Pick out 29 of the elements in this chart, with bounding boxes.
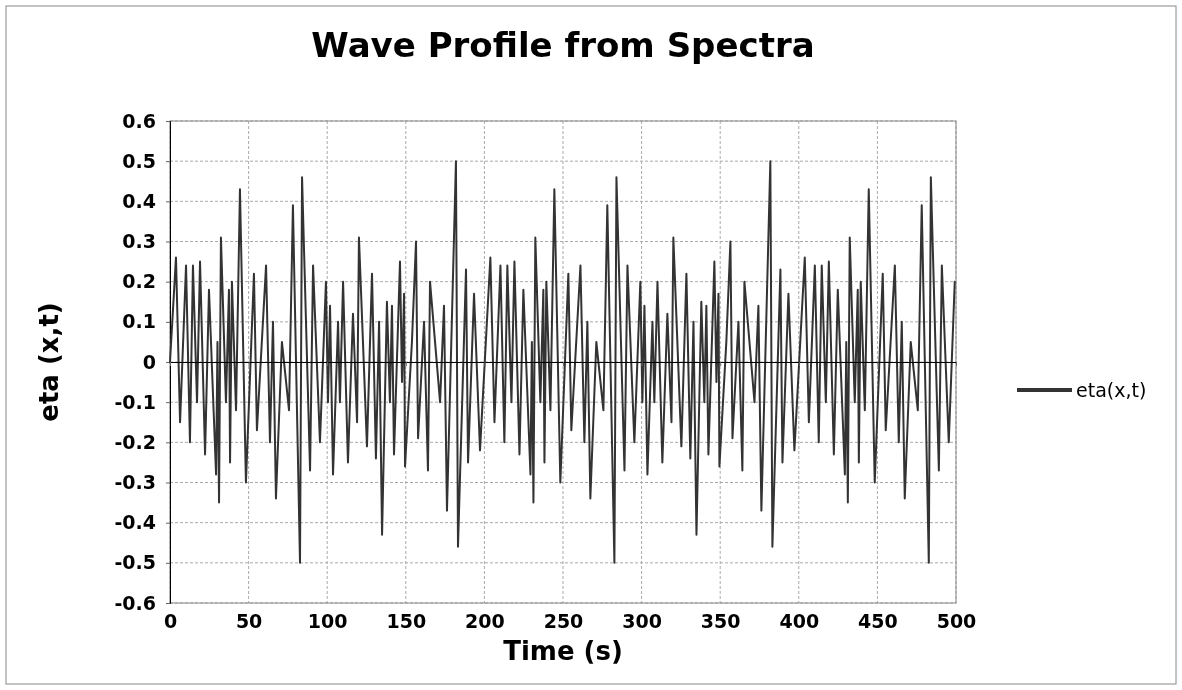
x-tick-label: 200 <box>465 610 505 633</box>
y-tick-label: -0.5 <box>114 551 156 574</box>
y-tick-label: -0.2 <box>114 430 156 453</box>
line-series <box>169 160 956 564</box>
y-axis-title: eta (x,t) <box>34 302 64 422</box>
x-axis-title: Time (s) <box>503 636 623 666</box>
x-tick-label: 100 <box>307 610 348 633</box>
x-tick-label: 400 <box>779 610 820 633</box>
x-tick-label: 450 <box>858 610 898 633</box>
x-tick-label: 350 <box>700 610 741 633</box>
x-tick-label: 300 <box>622 610 662 633</box>
y-tick-label: 0 <box>142 350 156 373</box>
y-tick-label: 0.4 <box>122 189 156 212</box>
y-tick-label: 0.3 <box>122 230 156 253</box>
x-tick-label: 150 <box>386 610 427 633</box>
x-tick-label: 0 <box>163 610 178 633</box>
x-tick-label: 500 <box>936 610 977 633</box>
y-tick-label: 0.1 <box>122 310 156 333</box>
y-tick-label: 0.5 <box>122 149 156 172</box>
x-tick-label: 50 <box>235 610 263 633</box>
y-tick-label: -0.6 <box>114 591 156 614</box>
y-tick-label: -0.3 <box>114 471 156 494</box>
y-tick-label: 0.6 <box>122 109 156 132</box>
x-tick-label: 250 <box>543 610 584 633</box>
y-tick-label: -0.4 <box>114 511 156 534</box>
legend-label: eta(x,t) <box>1076 379 1147 401</box>
chart-title: Wave Profile from Spectra <box>311 25 815 65</box>
y-tick-label: -0.1 <box>114 390 156 413</box>
y-tick-label: 0.2 <box>122 270 156 293</box>
